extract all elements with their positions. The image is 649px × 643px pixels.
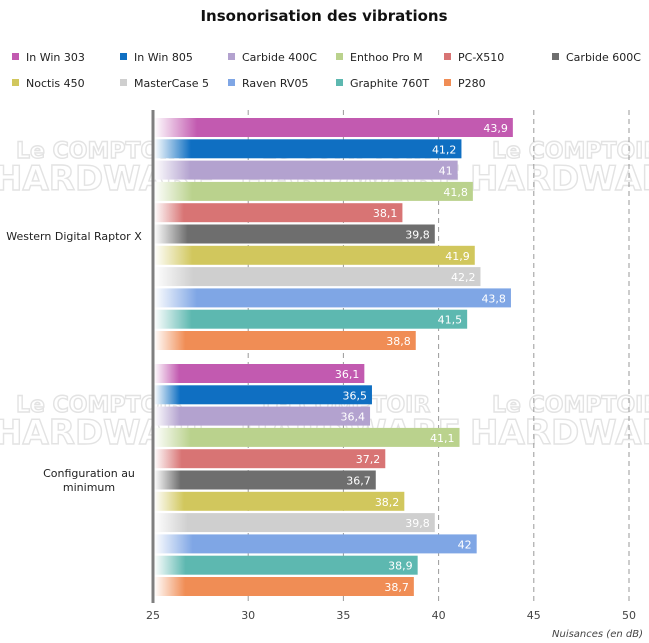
category-label: Configuration au minimum: [43, 467, 135, 494]
x-tick-label: 30: [241, 609, 255, 622]
legend-label: Carbide 400C: [242, 51, 317, 64]
bar-value-label: 38,8: [386, 335, 411, 348]
bar-value-label: 39,8: [405, 517, 430, 530]
bar-value-label: 37,2: [356, 453, 381, 466]
bar: [154, 513, 435, 533]
legend-label: Noctis 450: [26, 77, 85, 90]
bar-value-label: 43,8: [481, 292, 506, 305]
bar-value-label: 42: [458, 538, 472, 551]
bar: [154, 139, 462, 159]
bar: [154, 470, 376, 490]
bar-value-label: 38,2: [375, 496, 400, 509]
legend: In Win 303 In Win 805 Carbide 400C Enthoo P…: [12, 51, 641, 90]
bar-value-label: 42,2: [451, 271, 476, 284]
bar-value-label: 41,9: [445, 250, 470, 263]
legend-swatch: [552, 53, 559, 60]
bar: [154, 181, 473, 201]
bar-value-label: 38,9: [388, 560, 413, 573]
legend-swatch: [444, 79, 451, 86]
bar: [154, 491, 405, 511]
legend-label: P280: [458, 77, 486, 90]
chart-title: Insonorisation des vibrations: [200, 7, 447, 25]
x-tick-label: 45: [527, 609, 541, 622]
bar-value-label: 36,4: [341, 411, 366, 424]
bar: [154, 385, 372, 405]
legend-swatch: [228, 79, 235, 86]
bar-value-label: 36,1: [335, 368, 360, 381]
bar: [154, 267, 481, 287]
legend-label: Enthoo Pro M: [350, 51, 423, 64]
bar-value-label: 41,2: [432, 143, 457, 156]
watermark-line1: Le COMPTOIR: [492, 393, 649, 418]
bars: 43,9 41,2 41 41,8 38,1 39,8 41,9 42,2 43,8 41,5 38…: [154, 118, 513, 596]
bar: [154, 118, 513, 137]
legend-label: PC-X510: [458, 51, 504, 64]
bar: [154, 534, 477, 554]
legend-label: Raven RV05: [242, 77, 308, 90]
bar-value-label: 36,5: [342, 389, 367, 402]
x-tick-label: 50: [622, 609, 636, 622]
x-tick-label: 35: [336, 609, 350, 622]
legend-label: In Win 303: [26, 51, 85, 64]
bar-value-label: 41: [439, 165, 453, 178]
legend-label: Carbide 600C: [566, 51, 641, 64]
bar: [154, 160, 458, 180]
bar-value-label: 43,9: [483, 122, 508, 135]
bar: [154, 245, 475, 265]
legend-swatch: [336, 79, 343, 86]
legend-swatch: [228, 53, 235, 60]
bar: [154, 449, 386, 469]
legend-label: MasterCase 5: [134, 77, 209, 90]
bar: [154, 406, 371, 426]
x-axis-title: Nuisances (en dB): [552, 629, 643, 640]
watermark-line2: HARDWARE: [470, 413, 649, 453]
bar-value-label: 38,1: [373, 207, 398, 220]
legend-swatch: [120, 53, 127, 60]
category-label: Western Digital Raptor X: [6, 230, 142, 243]
x-tick-labels: 25 30 35 40 45 50: [146, 609, 636, 622]
bar: [154, 224, 435, 244]
watermark-line2: HARDWARE: [470, 159, 649, 199]
category-labels: Western Digital Raptor X Configuration au…: [6, 230, 142, 494]
legend-swatch: [12, 79, 19, 86]
x-tick-label: 25: [146, 609, 160, 622]
watermark-line1: Le COMPTOIR: [492, 139, 649, 164]
bar: [154, 577, 414, 596]
x-tick-label: 40: [432, 609, 446, 622]
bar: [154, 427, 460, 447]
bar: [154, 203, 403, 223]
bar-value-label: 41,1: [430, 432, 455, 445]
legend-swatch: [12, 53, 19, 60]
bar-value-label: 39,8: [405, 229, 430, 242]
bar: [154, 555, 418, 575]
bar-value-label: 41,5: [438, 314, 463, 327]
bar: [154, 288, 511, 308]
bar-value-label: 38,7: [384, 581, 409, 594]
legend-swatch: [336, 53, 343, 60]
legend-swatch: [444, 53, 451, 60]
bar: [154, 309, 468, 329]
legend-swatch: [120, 79, 127, 86]
legend-label: In Win 805: [134, 51, 193, 64]
bar-value-label: 36,7: [346, 475, 371, 488]
bar: [154, 364, 365, 383]
legend-label: Graphite 760T: [350, 77, 429, 90]
bar: [154, 331, 416, 350]
bar-value-label: 41,8: [443, 186, 468, 199]
